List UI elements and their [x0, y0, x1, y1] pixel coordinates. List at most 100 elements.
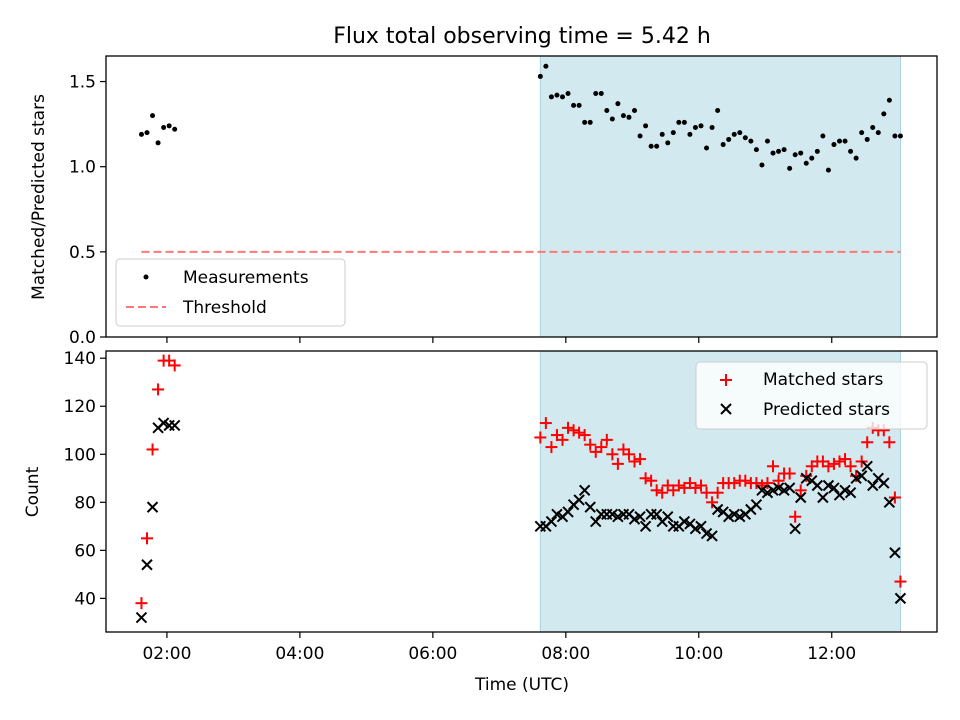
measurement-point	[150, 113, 156, 119]
matched-star-point	[883, 436, 896, 449]
top-legend: Measurements Threshold	[115, 258, 346, 327]
matched-star-point	[573, 426, 586, 439]
x-tick-label: 12:00	[807, 644, 856, 664]
measurement-point	[138, 131, 144, 137]
matched-star-point	[767, 460, 780, 473]
matched-star-point	[706, 496, 719, 509]
predicted-star-point	[135, 611, 148, 624]
matched-star-point	[656, 486, 669, 499]
matched-star-point	[611, 457, 624, 470]
matched-star-point	[700, 486, 713, 499]
matched-star-point	[562, 421, 575, 434]
measurement-point	[565, 90, 571, 96]
measurement-point	[787, 165, 793, 171]
measurement-point	[825, 167, 831, 173]
matched-star-point	[672, 479, 685, 492]
measurement-point	[776, 148, 782, 154]
measurement-point	[554, 92, 560, 98]
measurement-point	[814, 148, 820, 154]
measurement-point	[859, 130, 865, 136]
measurement-point	[576, 102, 582, 108]
measurement-point	[537, 73, 543, 79]
predicted-legend-marker	[720, 403, 732, 415]
predicted-star-point	[883, 496, 896, 509]
matched-star-point	[545, 441, 558, 454]
predicted-star-point	[695, 520, 707, 533]
predicted-star-point	[861, 460, 873, 472]
measurement-point	[172, 126, 178, 132]
measurement-point	[737, 130, 743, 136]
measurement-point	[864, 136, 870, 142]
matched-star-point	[595, 441, 608, 454]
top-y-tick-label: 1.5	[69, 73, 96, 93]
matched-star-point	[728, 477, 741, 490]
predicted-star-point	[789, 523, 801, 535]
chart-title: Flux total observing time = 5.42 h	[333, 24, 711, 49]
measurement-point	[632, 107, 638, 113]
x-tick-label: 10:00	[674, 644, 723, 664]
measurement-point	[620, 113, 626, 119]
matched-star-point	[606, 448, 619, 461]
matched-star-point	[146, 443, 159, 456]
measurement-point	[593, 90, 599, 96]
measurement-point	[659, 131, 665, 137]
measurement-point	[698, 123, 704, 129]
measurement-point	[842, 138, 848, 144]
measurement-point	[687, 131, 693, 137]
measurement-point	[681, 119, 687, 125]
matched-star-point	[894, 575, 907, 588]
measurement-point	[870, 125, 876, 131]
measurement-point	[715, 107, 721, 113]
bottom-y-tick-label: 100	[64, 445, 96, 465]
measurement-point	[809, 155, 815, 161]
measurement-point	[875, 130, 881, 136]
predicted-star-point	[639, 520, 652, 533]
predicted-star-point	[750, 499, 763, 511]
matched-star-point	[639, 472, 652, 485]
measurement-point	[626, 114, 632, 120]
matched-star-point	[539, 417, 552, 430]
bottom-legend-box	[695, 361, 928, 430]
predicted-star-point	[867, 479, 879, 492]
matched-legend-label: Matched stars	[763, 370, 883, 390]
matched-star-point	[168, 359, 181, 372]
measurement-point	[571, 102, 577, 108]
predicted-star-point	[894, 592, 907, 605]
matched-star-point	[689, 481, 702, 494]
predicted-star-point	[578, 484, 591, 497]
measurement-point	[726, 136, 732, 142]
measurement-point	[764, 138, 770, 144]
matched-star-point	[850, 469, 863, 482]
matched-star-point	[600, 433, 613, 446]
measurement-point	[720, 142, 726, 148]
predicted-star-point	[844, 486, 857, 499]
measurement-point	[731, 131, 737, 137]
matched-star-point	[140, 532, 153, 545]
measurement-point	[648, 143, 654, 149]
measurement-point	[587, 119, 593, 125]
predicted-star-point	[584, 501, 596, 513]
x-tick-label: 06:00	[408, 644, 457, 664]
predicted-star-point	[783, 482, 796, 494]
top-y-tick-label: 0.0	[69, 328, 96, 348]
measurement-point	[609, 116, 615, 122]
matched-star-point	[855, 455, 868, 468]
predicted-star-point	[811, 479, 824, 492]
matched-star-point	[694, 479, 707, 492]
matched-star-point	[783, 467, 796, 480]
bottom-y-tick-label: 40	[74, 589, 96, 609]
predicted-star-point	[706, 530, 718, 542]
measurement-point	[665, 140, 671, 146]
measurement-point	[548, 94, 554, 100]
top-plot-frame	[105, 55, 938, 338]
measurement-point	[886, 97, 892, 103]
measurement-point	[798, 150, 804, 156]
matched-star-point	[839, 453, 852, 466]
predicted-star-point	[573, 494, 585, 506]
predicted-star-point	[889, 547, 901, 559]
measurement-point	[892, 133, 898, 139]
matched-star-point	[794, 484, 807, 497]
measurement-point	[759, 162, 765, 168]
measurement-point	[836, 138, 842, 144]
matched-star-point	[772, 474, 785, 487]
